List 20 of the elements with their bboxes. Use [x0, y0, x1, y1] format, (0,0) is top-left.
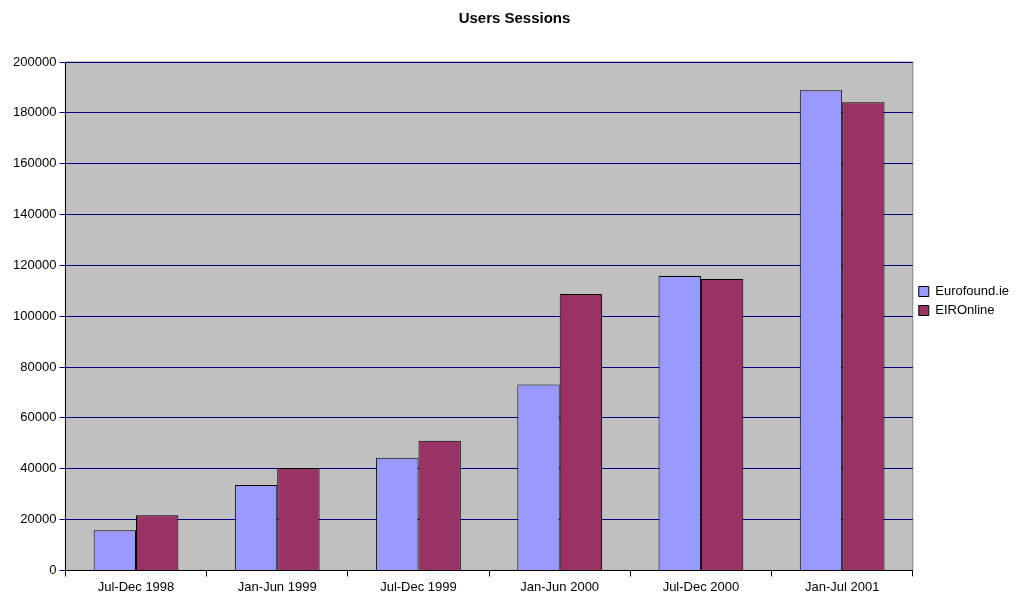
x-tick-label: Jan-Jul 2001: [804, 578, 880, 594]
y-tick-label: 0: [49, 561, 57, 577]
y-tick-label: 60000: [20, 409, 57, 425]
y-tick-label: 200000: [12, 53, 57, 69]
y-tick-label: 180000: [12, 104, 57, 120]
x-tick-label: Jan-Jun 2000: [520, 578, 600, 594]
legend-label: EIROnline: [935, 302, 995, 318]
x-tick-label: Jan-Jun 1999: [237, 578, 317, 594]
x-tick-label: Jul-Dec 2000: [662, 578, 740, 594]
y-tick-label: 120000: [12, 256, 57, 272]
x-tick-label: Jul-Dec 1998: [97, 578, 175, 594]
chart-title: Users Sessions: [458, 9, 571, 27]
y-tick-label: 100000: [12, 307, 57, 323]
y-tick-label: 40000: [20, 460, 57, 476]
x-tick-label: Jul-Dec 1999: [380, 578, 457, 594]
legend-label: Eurofound.ie: [935, 283, 1010, 299]
y-tick-label: 140000: [12, 206, 57, 222]
y-tick-label: 80000: [20, 358, 57, 374]
y-tick-label: 160000: [12, 155, 57, 171]
y-tick-label: 20000: [20, 511, 57, 527]
